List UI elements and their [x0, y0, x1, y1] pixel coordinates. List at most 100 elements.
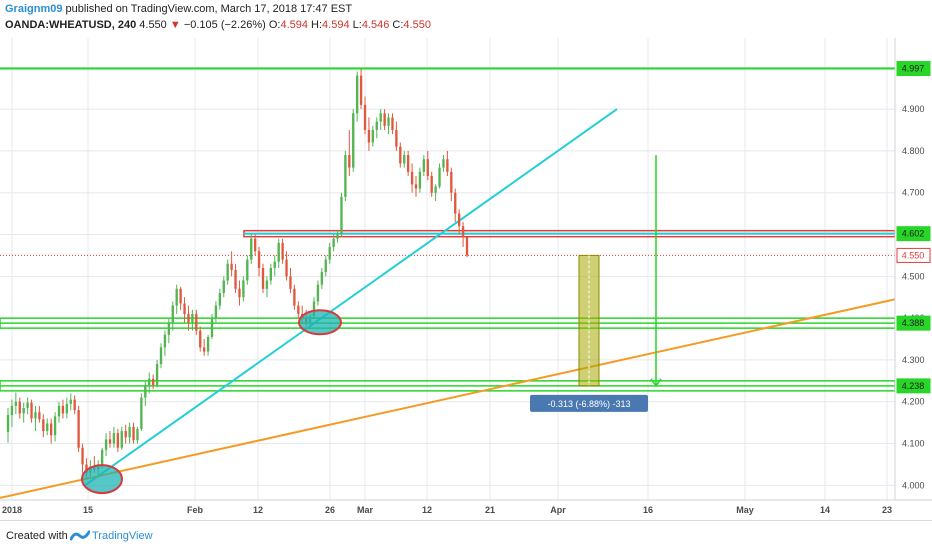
candle-body [214, 305, 218, 319]
candle-body [57, 405, 61, 417]
price-tag-label: 4.997 [902, 64, 925, 74]
candle-body [410, 171, 414, 185]
close-label: C: [392, 19, 404, 31]
chart-footer: Created with TradingView [0, 520, 932, 551]
open-label: O: [268, 19, 281, 31]
price-tag-bg [896, 315, 931, 331]
candle-body [340, 196, 343, 235]
time-tick-label: 23 [882, 505, 892, 515]
candle-body [269, 267, 273, 281]
price-tick-label: 4.300 [902, 355, 925, 365]
candle-body [159, 347, 163, 365]
candle-body [434, 186, 437, 193]
time-tick-label: 2018 [2, 505, 22, 515]
candle-body [285, 259, 288, 277]
candle-body [49, 423, 53, 436]
candle-body [179, 288, 182, 304]
candle-body [406, 155, 410, 172]
low-value: 4.546 [361, 19, 390, 31]
price-tick-label: 4.700 [902, 188, 925, 198]
tradingview-brand-link[interactable]: TradingView [92, 530, 153, 542]
price-tick-label: 4.200 [902, 397, 925, 407]
candle-body [100, 449, 104, 465]
candle-body [281, 242, 284, 260]
chart-grid [0, 38, 895, 500]
candle-body [34, 412, 37, 419]
candle-body [132, 426, 135, 441]
price-tag-bg [896, 247, 931, 263]
time-tick-label: 21 [485, 505, 495, 515]
candle-body [61, 405, 65, 414]
author-link[interactable]: Graignm09 [5, 3, 63, 15]
time-axis[interactable] [0, 500, 932, 520]
price-tag-label: 4.388 [902, 318, 925, 328]
candle-body [457, 213, 461, 227]
high-value: 4.594 [322, 19, 350, 31]
candle-body [375, 121, 378, 130]
price-tick-label: 4.800 [902, 146, 925, 156]
candle-body [383, 113, 386, 126]
cyan-trendline [84, 108, 618, 487]
time-tick-label: 15 [83, 505, 93, 515]
price-axis[interactable] [895, 38, 932, 520]
candle-body [222, 280, 225, 294]
candle-body [124, 431, 127, 438]
candle-body [277, 242, 280, 262]
candle-body [69, 399, 72, 404]
close-value: 4.550 [403, 19, 431, 31]
candle-body [399, 146, 402, 164]
price-chart[interactable]: -0.313 (-6.88%) -313 5.0004.9004.8004.70… [0, 38, 932, 520]
candle-body [422, 159, 426, 172]
candle-body [242, 280, 245, 298]
candle-body [465, 237, 469, 256]
candle-body [140, 397, 143, 429]
candle-body [120, 431, 123, 448]
time-tick-label: May [736, 505, 754, 515]
candle-body [438, 167, 441, 187]
candle-body [136, 428, 139, 441]
measure-label: -0.313 (-6.88%) -313 [547, 399, 630, 409]
candle-body [418, 171, 422, 189]
candle-body [293, 288, 296, 306]
candle-body [312, 301, 316, 317]
candle-body [289, 276, 292, 289]
last-price: 4.550 [139, 19, 167, 31]
candle-body [371, 129, 375, 143]
time-axis-labels: 2018 15 Feb 12 26 Mar 12 21 Apr 16 May 14 23 [2, 505, 892, 515]
candle-body [367, 129, 371, 143]
candle-body [171, 305, 174, 323]
symbol-name[interactable]: OANDA:WHEATUSD, 240 [5, 19, 137, 31]
candle-body [112, 433, 116, 444]
time-tick-label: Apr [550, 505, 566, 515]
candle-body [18, 401, 21, 414]
created-with-text: Created with [6, 530, 68, 542]
chart-header: Graignm09 published on TradingView.com, … [0, 0, 932, 38]
candle-body [461, 226, 465, 238]
candle-body [163, 334, 167, 348]
candle-body [320, 272, 324, 285]
candle-body [128, 426, 131, 438]
candle-body [151, 378, 155, 386]
price-tag-bg [896, 378, 931, 394]
candle-body [14, 401, 18, 406]
chart-background [0, 38, 932, 520]
candle-body [426, 159, 429, 176]
price-tag-label: 4.238 [902, 381, 925, 391]
candle-body [167, 322, 171, 335]
candle-body [42, 419, 45, 432]
candle-body [265, 280, 269, 289]
candle-body [257, 251, 261, 268]
candle-body [246, 259, 249, 281]
tradingview-logo-icon [70, 530, 90, 541]
candle-body [297, 305, 300, 314]
time-tick-label: 12 [253, 505, 263, 515]
candle-body [38, 412, 41, 420]
candle-body [395, 129, 398, 147]
candle-body [206, 336, 210, 352]
candle-body [210, 318, 214, 337]
candle-body [53, 416, 57, 436]
candle-body [195, 313, 198, 331]
candle-body [336, 234, 339, 239]
candle-body [202, 347, 206, 352]
candle-body [77, 410, 80, 448]
